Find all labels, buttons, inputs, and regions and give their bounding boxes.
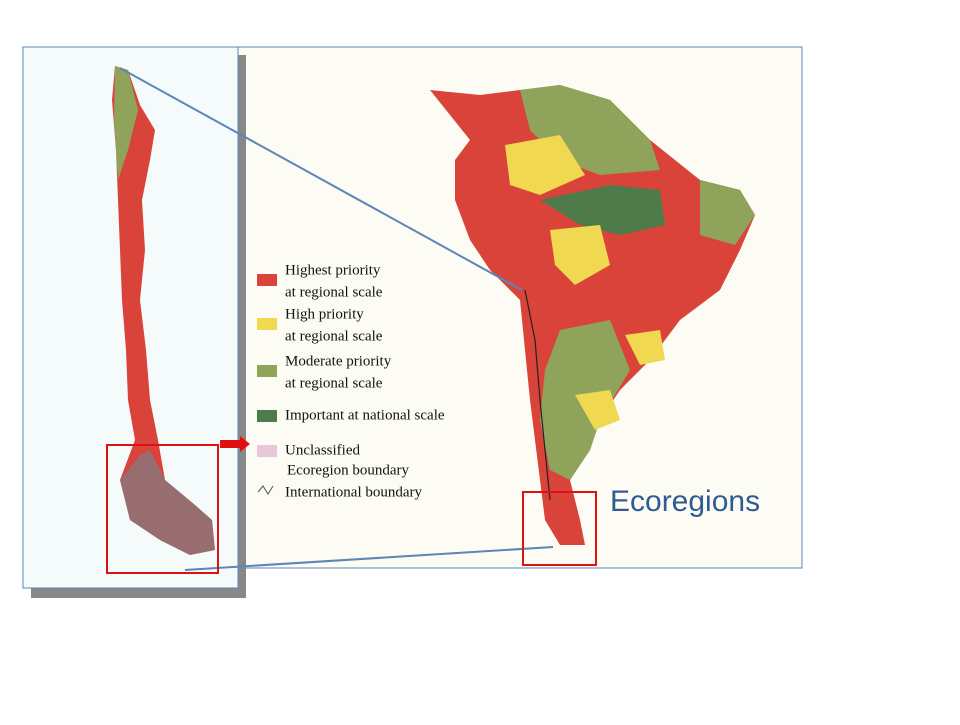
connector-line — [184, 546, 554, 571]
region-national — [540, 185, 665, 235]
connector-line — [119, 67, 523, 291]
chile-north — [114, 66, 138, 180]
zoom-box — [522, 491, 597, 566]
chile-map — [112, 66, 215, 555]
region-high — [505, 135, 585, 195]
legend-label: at regional scale — [285, 284, 383, 300]
region-high — [625, 330, 665, 365]
legend-label: Important at national scale — [285, 407, 445, 423]
legend-label: at regional scale — [285, 328, 383, 344]
international-boundary — [524, 289, 551, 501]
legend-swatch — [257, 274, 277, 286]
legend-label: Ecoregion boundary — [287, 462, 410, 478]
legend-label: Moderate priority — [285, 353, 392, 369]
arrow — [220, 436, 250, 452]
legend-swatch — [257, 410, 277, 422]
legend-label: Unclassified — [285, 442, 360, 458]
legend-swatch — [257, 445, 277, 457]
legend-label: High priority — [285, 306, 364, 322]
region-moderate — [700, 180, 755, 245]
boundary-symbol — [257, 485, 274, 495]
legend-swatch — [257, 365, 277, 377]
legend-swatch — [257, 318, 277, 330]
legend: Highest priority at regional scale High pr… — [257, 262, 445, 500]
chile-south — [120, 450, 215, 555]
title: Ecoregions — [610, 485, 760, 518]
legend-label: International boundary — [285, 484, 423, 500]
zoom-box — [106, 444, 219, 574]
legend-label: Highest priority — [285, 262, 381, 278]
legend-label: at regional scale — [285, 375, 383, 391]
region-high — [550, 225, 610, 285]
region-high — [575, 390, 620, 430]
south-america-map — [430, 85, 755, 545]
